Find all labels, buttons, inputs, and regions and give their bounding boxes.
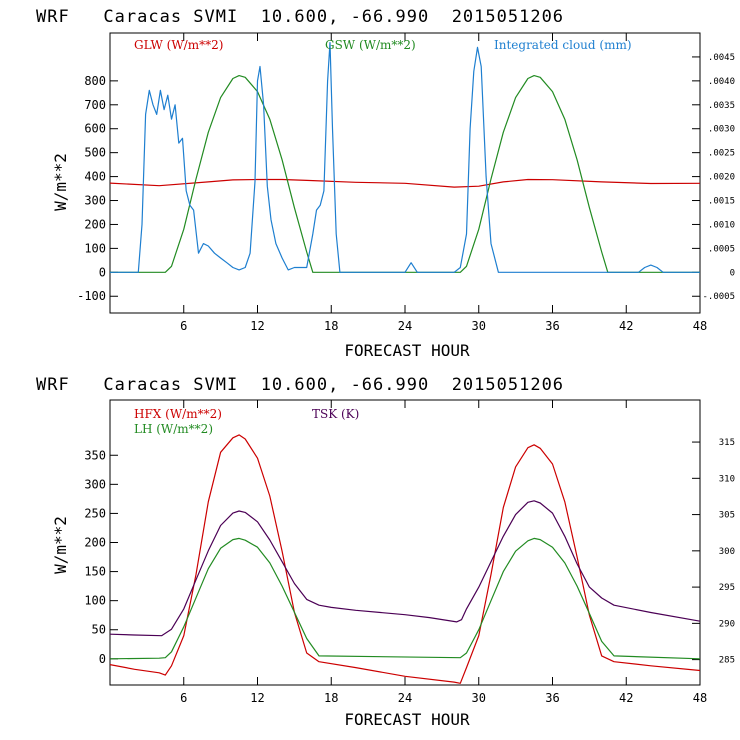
x-tick-label: 24 (398, 319, 412, 333)
series-line-tsk (109, 500, 701, 637)
series-line-lh (109, 537, 701, 660)
x-tick-label: 18 (324, 691, 338, 705)
y-tick-label: 0 (99, 265, 106, 279)
y-tick-label: 100 (84, 594, 106, 608)
right-tick-label: 310 (719, 474, 735, 484)
right-tick-label: 285 (719, 656, 735, 666)
right-tick-label: .0005 (708, 244, 735, 254)
series-line-hfx (109, 434, 701, 684)
chart-bottom-x-ticks: 6 12 18 24 30 36 42 48 (180, 400, 707, 705)
right-tick-label: 290 (719, 619, 735, 629)
x-tick-label: 30 (472, 319, 486, 333)
x-tick-label: 48 (693, 319, 707, 333)
chart-top-title: WRF Caracas SVMI 10.600, -66.990 2015051… (36, 7, 564, 27)
right-tick-label: .0015 (708, 197, 735, 207)
x-tick-label: 30 (472, 691, 486, 705)
right-tick-label: .0045 (708, 53, 735, 63)
series-line-gsw (110, 74, 700, 273)
chart-top-x-axis-label: FORECAST HOUR (344, 341, 470, 360)
x-tick-label: 48 (693, 691, 707, 705)
chart-bottom-legend-lh: LH (W/m**2) (134, 422, 213, 436)
right-tick-label: 305 (719, 511, 735, 521)
y-tick-label: 400 (84, 170, 106, 184)
x-tick-label: 36 (545, 319, 559, 333)
x-tick-label: 12 (250, 319, 264, 333)
chart-top-legend-gsw: GSW (W/m**2) (325, 38, 416, 52)
x-tick-label: 36 (545, 691, 559, 705)
chart-bottom-y-axis-label: W/m**2 (51, 516, 70, 574)
y-tick-label: -100 (77, 289, 106, 303)
chart-top: WRF Caracas SVMI 10.600, -66.990 2015051… (36, 7, 735, 360)
chart-bottom-right-ticks: 285 290 295 300 305 310 315 (692, 438, 735, 666)
series-line-integrated (110, 41, 700, 273)
chart-bottom-legend-hfx: HFX (W/m**2) (134, 407, 222, 421)
right-tick-label: 315 (719, 438, 735, 448)
series-line-glw (109, 178, 701, 188)
y-tick-label: 0 (99, 652, 106, 666)
chart-top-y-ticks: -100 0 100 200 300 400 500 600 700 800 (77, 74, 118, 303)
chart-bottom-title: WRF Caracas SVMI 10.600, -66.990 2015051… (36, 375, 564, 395)
x-tick-label: 6 (180, 691, 187, 705)
y-tick-label: 100 (84, 241, 106, 255)
chart-bottom-x-axis-label: FORECAST HOUR (344, 710, 470, 729)
x-tick-label: 42 (619, 319, 633, 333)
x-tick-label: 24 (398, 691, 412, 705)
chart-top-x-ticks: 6 12 18 24 30 36 42 48 (180, 33, 707, 333)
chart-top-right-ticks: -.0005 0 .0005 .0010 .0015 .0020 .0025 .0030 .00… (692, 53, 735, 302)
x-tick-label: 6 (180, 319, 187, 333)
y-tick-label: 350 (84, 448, 106, 462)
right-tick-label: .0010 (708, 220, 735, 230)
y-tick-label: 700 (84, 98, 106, 112)
y-tick-label: 300 (84, 194, 106, 208)
y-tick-label: 300 (84, 477, 106, 491)
y-tick-label: 500 (84, 146, 106, 160)
right-tick-label: .0030 (708, 125, 735, 135)
right-tick-label: .0025 (708, 149, 735, 159)
y-tick-label: 200 (84, 536, 106, 550)
right-tick-label: .0040 (708, 77, 735, 87)
y-tick-label: 150 (84, 565, 106, 579)
right-tick-label: -.0005 (702, 292, 735, 302)
right-tick-label: 0 (730, 268, 735, 278)
y-tick-label: 200 (84, 217, 106, 231)
x-tick-label: 18 (324, 319, 338, 333)
y-tick-label: 50 (92, 623, 106, 637)
y-tick-label: 250 (84, 506, 106, 520)
y-tick-label: 600 (84, 122, 106, 136)
chart-top-y-axis-label: W/m**2 (51, 153, 70, 211)
right-tick-label: .0020 (708, 173, 735, 183)
chart-top-legend-glw: GLW (W/m**2) (134, 38, 223, 52)
chart-bottom-series-lines (109, 434, 701, 684)
chart-bottom-legend-tsk: TSK (K) (312, 407, 359, 421)
chart-top-series-lines (109, 41, 701, 273)
y-tick-label: 800 (84, 74, 106, 88)
right-tick-label: 295 (719, 583, 735, 593)
right-tick-label: .0035 (708, 101, 735, 111)
chart-top-legend-cloud: Integrated cloud (mm) (494, 38, 632, 52)
x-tick-label: 42 (619, 691, 633, 705)
x-tick-label: 12 (250, 691, 264, 705)
chart-bottom: WRF Caracas SVMI 10.600, -66.990 2015051… (36, 375, 735, 729)
right-tick-label: 300 (719, 547, 735, 557)
chart-bottom-y-ticks: 0 50 100 150 200 250 300 350 (84, 448, 118, 666)
